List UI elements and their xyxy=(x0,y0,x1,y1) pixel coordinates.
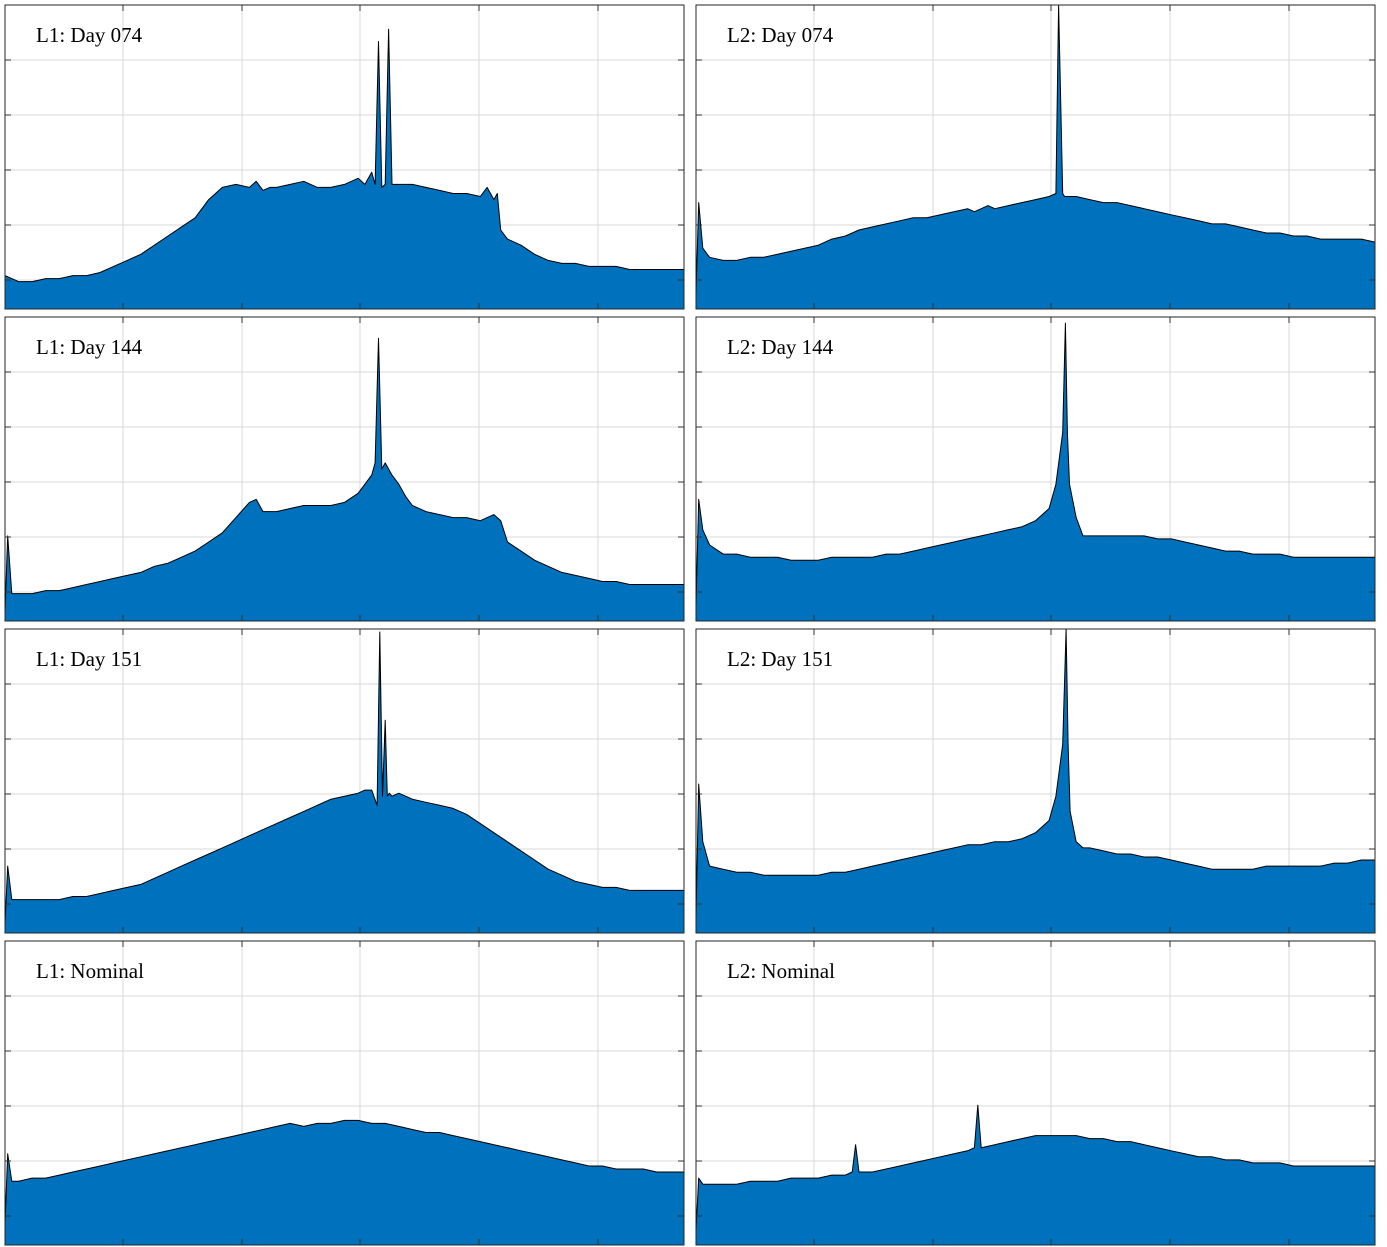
axes-frame xyxy=(695,628,1376,934)
panel-label: L2: Day 144 xyxy=(727,335,834,359)
spectrum-area xyxy=(696,323,1375,621)
panel-5: L1: Day 151 xyxy=(4,628,685,934)
axis-ticks xyxy=(5,5,684,309)
axes-frame xyxy=(695,940,1376,1246)
panel-label: L2: Nominal xyxy=(727,959,835,983)
spectrum-area xyxy=(5,632,684,933)
spectrum-area xyxy=(5,1120,684,1245)
spectrum-line xyxy=(4,337,684,612)
axis-ticks xyxy=(696,629,1375,933)
axes-frame xyxy=(4,628,685,934)
panel-label: L1: Nominal xyxy=(36,959,144,983)
spectrum-line xyxy=(695,1104,1375,1230)
axis-ticks xyxy=(5,941,684,1245)
panel-7: L1: Nominal xyxy=(4,940,685,1246)
axis-ticks xyxy=(696,941,1375,1245)
axes-frame xyxy=(695,316,1376,622)
spectrum-line xyxy=(4,28,684,283)
spectrum-line xyxy=(4,1119,684,1224)
panel-1: L1: Day 074 xyxy=(4,4,685,310)
spectrum-line xyxy=(695,4,1376,294)
spectrum-line xyxy=(4,631,684,924)
axes-frame xyxy=(4,4,685,310)
panel-3: L1: Day 144 xyxy=(4,316,685,622)
spectrum-line xyxy=(695,628,1375,918)
spectrum-area xyxy=(696,5,1375,309)
axis-ticks xyxy=(5,317,684,621)
axes-frame xyxy=(4,316,685,622)
axis-ticks xyxy=(696,317,1375,621)
spectrum-line xyxy=(695,322,1375,606)
panel-6: L2: Day 151 xyxy=(695,628,1376,934)
panel-label: L2: Day 151 xyxy=(727,647,833,671)
axis-ticks xyxy=(5,629,684,933)
panel-8: L2: Nominal xyxy=(695,940,1376,1246)
spectrum-area xyxy=(696,1105,1375,1245)
spectrum-area xyxy=(5,338,684,621)
axis-ticks xyxy=(696,5,1375,309)
panel-label: L1: Day 144 xyxy=(36,335,143,359)
panels: L1: Day 074 L2: Day 074 L1: Day 144 L2: Day… xyxy=(4,4,1376,1246)
panel-label: L1: Day 151 xyxy=(36,647,142,671)
spectrum-area xyxy=(5,29,684,310)
axes-frame xyxy=(695,4,1376,310)
panel-2: L2: Day 074 xyxy=(695,4,1376,310)
panel-label: L2: Day 074 xyxy=(727,23,834,47)
panel-4: L2: Day 144 xyxy=(695,316,1376,622)
panel-label: L1: Day 074 xyxy=(36,23,143,47)
axes-frame xyxy=(4,940,685,1246)
spectrum-area xyxy=(696,629,1375,933)
